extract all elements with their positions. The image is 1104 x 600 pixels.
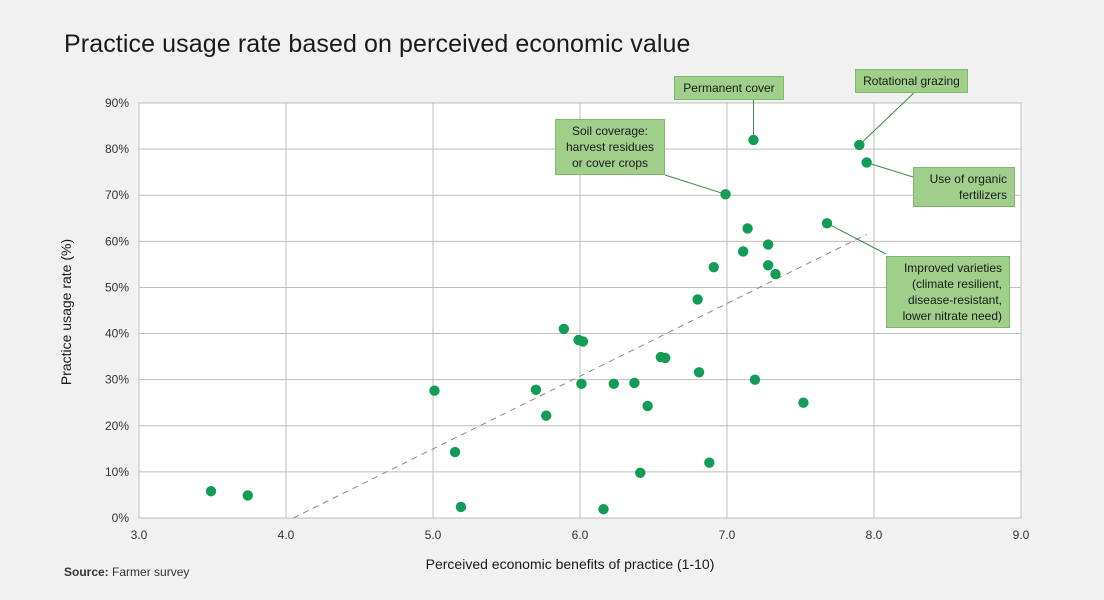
callout-line: disease-resistant, (907, 293, 1002, 307)
data-point (576, 378, 587, 390)
x-tick-label: 6.0 (572, 528, 589, 542)
data-point (629, 377, 640, 389)
data-point (708, 261, 719, 273)
data-point (704, 457, 715, 468)
data-point (693, 367, 705, 378)
data-point (540, 410, 552, 421)
data-point (205, 486, 217, 497)
source-text: Farmer survey (108, 565, 190, 579)
data-point (635, 467, 646, 479)
x-tick-labels: 3.0 4.0 5.0 6.0 7.0 8.0 9.0 (131, 528, 1030, 542)
callout-improved-varieties: Improved varieties (climate resilient, dis… (886, 256, 1010, 328)
data-point (455, 501, 467, 513)
callout-rotational-grazing: Rotational grazing (855, 69, 968, 93)
y-tick-label: 50% (105, 280, 129, 294)
callout-line: Rotational grazing (863, 74, 960, 88)
x-tick-label: 7.0 (719, 528, 736, 542)
source-note: Source: Farmer survey (64, 565, 189, 579)
callout-leader (866, 162, 914, 178)
x-axis-label-main: Perceived economic benefits of practice (425, 556, 674, 572)
chart-title: Practice usage rate based on perceived e… (64, 30, 691, 58)
callout-leader (826, 222, 887, 255)
y-axis-label: Practice usage rate (%) (58, 238, 74, 386)
data-point (737, 246, 749, 257)
y-tick-label: 70% (105, 188, 129, 202)
callout-line: Soil coverage: (571, 124, 649, 138)
data-point (748, 134, 759, 146)
x-tick-label: 3.0 (131, 528, 148, 542)
callout-organic-fertilizers: Use of organic fertilizers (913, 167, 1015, 207)
data-point (762, 239, 774, 250)
y-tick-label: 90% (105, 96, 129, 110)
callout-line: Improved varieties (903, 261, 1002, 275)
data-point (861, 157, 872, 168)
data-point (762, 260, 774, 271)
data-point (242, 490, 253, 501)
trendline-group (293, 233, 867, 519)
data-point (720, 189, 731, 200)
data-points (205, 134, 872, 515)
x-tick-label: 8.0 (866, 528, 883, 542)
callout-leader (858, 92, 915, 146)
data-point (429, 385, 440, 396)
y-tick-label: 60% (105, 234, 129, 248)
y-tick-label: 0% (112, 511, 130, 525)
callout-line: Permanent cover (683, 81, 775, 95)
callout-line: Use of organic (929, 172, 1007, 186)
x-axis-label: Perceived economic benefits of practice … (426, 556, 715, 572)
y-tick-label: 80% (105, 142, 129, 156)
x-axis-label-unit: (1-10) (673, 556, 715, 572)
data-point (770, 268, 781, 280)
callout-line: (climate resilient, (911, 277, 1002, 291)
data-point (598, 504, 609, 515)
callout-line: fertilizers (958, 188, 1007, 202)
data-point (742, 223, 753, 234)
data-point (608, 378, 620, 390)
y-tick-label: 30% (105, 373, 129, 387)
data-point (692, 294, 703, 305)
data-point (798, 397, 809, 408)
y-tick-labels: 0% 10% 20% 30% 40% 50% 60% 70% 80% 90% (105, 96, 129, 525)
x-tick-label: 9.0 (1013, 528, 1030, 542)
y-tick-label: 20% (105, 419, 129, 433)
data-point (530, 384, 542, 396)
callout-leaders (664, 92, 915, 255)
y-tick-label: 10% (105, 465, 129, 479)
data-point (558, 323, 570, 335)
callout-line: lower nitrate need) (902, 309, 1002, 323)
data-point (749, 374, 761, 385)
callout-soil-coverage: Soil coverage: harvest residues or cover c… (555, 119, 665, 175)
callout-line: harvest residues (565, 140, 655, 154)
callout-permanent-cover: Permanent cover (674, 76, 784, 100)
data-point (660, 352, 671, 364)
source-label: Source: (64, 565, 109, 579)
data-point (854, 139, 865, 151)
y-tick-label: 40% (105, 327, 129, 341)
data-point (577, 336, 589, 347)
x-tick-label: 4.0 (278, 528, 295, 542)
trendline (293, 233, 867, 519)
callout-line: or cover crops (571, 156, 649, 170)
data-point (642, 400, 653, 412)
data-point (449, 446, 461, 458)
data-point (821, 218, 833, 229)
callout-leader (664, 174, 726, 195)
x-tick-label: 5.0 (425, 528, 442, 542)
